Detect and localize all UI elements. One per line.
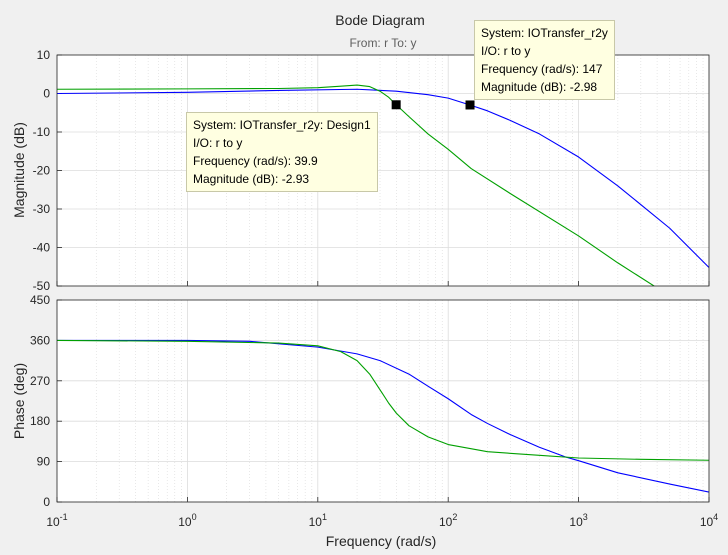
datatip-magnitude: Magnitude (dB): -2.98 <box>481 80 598 94</box>
plot-area <box>57 300 709 502</box>
y-tick-label: 360 <box>30 333 50 347</box>
x-axis-label: Frequency (rad/s) <box>326 533 436 549</box>
y-tick-label: 450 <box>30 293 50 307</box>
datatip-system: System: IOTransfer_r2y <box>481 26 608 40</box>
datatip-system[interactable]: System: IOTransfer_r2y I/O: r to y Frequ… <box>474 20 615 100</box>
series-line[interactable] <box>57 339 709 461</box>
y-tick-label: -30 <box>33 202 51 216</box>
phase-ylabel: Phase (deg) <box>11 363 27 439</box>
x-tick-label: 102 <box>439 512 457 529</box>
datatip-system: System: IOTransfer_r2y: Design1 <box>193 118 371 132</box>
y-tick-label: 270 <box>30 374 50 388</box>
chart-title: Bode Diagram <box>335 12 425 28</box>
datatip-magnitude: Magnitude (dB): -2.93 <box>193 172 310 186</box>
datatip-io: I/O: r to y <box>193 136 243 150</box>
chart-subtitle: From: r To: y <box>349 36 416 50</box>
x-tick-label: 10-1 <box>46 512 67 529</box>
y-tick-label: 180 <box>30 414 50 428</box>
axes-frame <box>56 299 710 503</box>
magnitude-ylabel: Magnitude (dB) <box>11 122 27 218</box>
x-tick-label: 101 <box>309 512 327 529</box>
y-tick-label: 90 <box>37 455 51 469</box>
datatip-design1[interactable]: System: IOTransfer_r2y: Design1 I/O: r t… <box>186 112 378 192</box>
y-tick-label: 0 <box>43 495 50 509</box>
x-tick-label: 104 <box>700 512 718 529</box>
datatip-frequency: Frequency (rad/s): 147 <box>481 62 603 76</box>
datatip-frequency: Frequency (rad/s): 39.9 <box>193 154 318 168</box>
datatip-io: I/O: r to y <box>481 44 531 58</box>
y-tick-label: -50 <box>33 279 51 293</box>
y-tick-label: -40 <box>33 241 51 255</box>
y-tick-label: 10 <box>37 48 51 62</box>
y-tick-label: 0 <box>43 87 50 101</box>
y-tick-label: -10 <box>33 125 51 139</box>
datatip-marker[interactable] <box>465 100 475 110</box>
phase-axes[interactable]: 450 360 270 180 90 0 10-1 100 101 102 103 104 <box>30 293 718 529</box>
y-tick-label: -20 <box>33 164 51 178</box>
axes-frame <box>56 54 710 287</box>
x-tick-label: 103 <box>569 512 587 529</box>
x-tick-label: 100 <box>178 512 196 529</box>
series-line[interactable] <box>57 339 709 493</box>
datatip-marker[interactable] <box>391 100 401 110</box>
